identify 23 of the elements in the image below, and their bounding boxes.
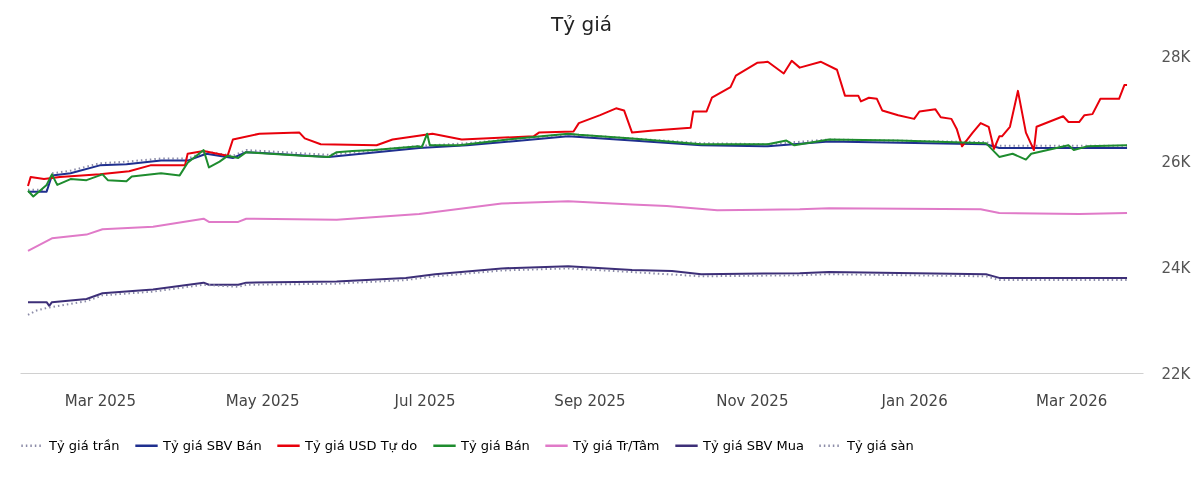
x-tick-label: Jan 2026 <box>880 391 948 410</box>
line-series <box>26 200 1129 252</box>
x-tick-label: Jul 2025 <box>393 391 456 410</box>
x-tick-label: Nov 2025 <box>716 391 789 410</box>
x-tick-label: Mar 2026 <box>1036 391 1108 410</box>
line-series <box>26 265 1129 307</box>
line-series <box>26 267 1129 316</box>
y-tick-label: 28K <box>1161 47 1192 66</box>
legend-label: Tỷ giá SBV Mua <box>702 437 804 453</box>
legend-label: Tỷ giá USD Tự do <box>304 437 418 453</box>
line-series <box>26 59 1129 187</box>
y-tick-label: 24K <box>1161 258 1192 277</box>
x-tick-label: Sep 2025 <box>554 391 626 410</box>
legend-label: Tỷ giá Bán <box>460 437 530 453</box>
chart-title: Tỷ giá <box>550 12 612 36</box>
x-tick-label: May 2025 <box>225 391 300 410</box>
legend-label: Tỷ giá trần <box>48 437 120 453</box>
x-tick-label: Mar 2025 <box>64 391 136 410</box>
y-tick-label: 26K <box>1161 153 1192 172</box>
y-tick-label: 22K <box>1161 364 1192 383</box>
legend-label: Tỷ giá Tr/Tâm <box>572 437 660 453</box>
legend-label: Tỷ giá SBV Bán <box>162 437 262 453</box>
legend-label: Tỷ giá sàn <box>846 437 914 453</box>
